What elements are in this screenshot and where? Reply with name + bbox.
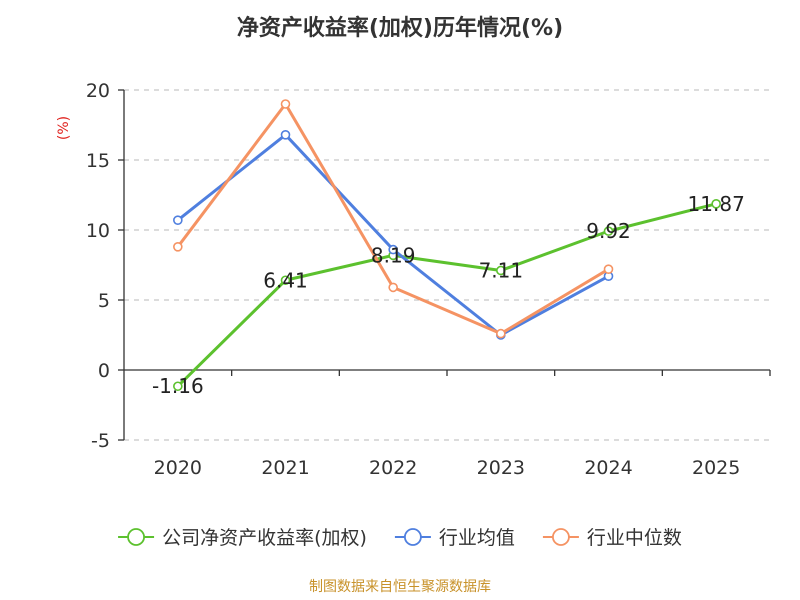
x-tick-label: 2024 bbox=[584, 457, 632, 479]
series-line bbox=[176, 102, 610, 336]
legend-circle-marker bbox=[127, 528, 145, 546]
x-tick-label: 2020 bbox=[154, 457, 202, 479]
series-2 bbox=[173, 99, 614, 339]
legend-circle-marker bbox=[403, 528, 422, 546]
x-tick-label: 2025 bbox=[692, 457, 740, 479]
data-point bbox=[280, 99, 291, 109]
y-tick-label: 5 bbox=[98, 290, 110, 312]
data-point bbox=[388, 282, 398, 293]
data-point bbox=[496, 328, 506, 339]
data-labels: -1.16 6.41 8.19 7.11 9.92 11.87 bbox=[152, 192, 745, 398]
series-0 bbox=[173, 199, 721, 392]
data-point bbox=[280, 130, 291, 140]
legend: 公司净资产收益率(加权) 行业均值 行业中位数 bbox=[118, 527, 682, 549]
legend-item: 行业均值 bbox=[394, 527, 515, 549]
legend-item: 行业中位数 bbox=[542, 527, 682, 549]
x-tick-label: 2022 bbox=[369, 457, 417, 479]
data-label: 6.41 bbox=[263, 268, 308, 292]
data-point bbox=[711, 199, 721, 209]
data-point bbox=[173, 381, 183, 392]
data-point bbox=[173, 215, 183, 225]
x-tick-label: 2021 bbox=[261, 457, 309, 479]
data-label: 7.11 bbox=[479, 258, 524, 282]
data-point bbox=[173, 242, 183, 252]
x-tick-label: 2023 bbox=[477, 457, 525, 479]
data-source-note: 制图数据来自恒生聚源数据库 bbox=[309, 579, 491, 595]
data-label: 8.19 bbox=[371, 243, 416, 267]
series-line bbox=[176, 133, 610, 337]
grid-lines bbox=[124, 89, 770, 441]
y-axis-unit-label: (%) bbox=[56, 116, 72, 140]
data-point bbox=[603, 264, 614, 275]
data-point bbox=[603, 226, 614, 236]
y-tick-label: 15 bbox=[86, 150, 110, 172]
series-line bbox=[176, 202, 717, 388]
data-label: 11.87 bbox=[688, 192, 745, 216]
y-tick-label: 20 bbox=[86, 80, 110, 102]
legend-label: 公司净资产收益率(加权) bbox=[162, 527, 367, 549]
data-point bbox=[388, 244, 398, 255]
data-point bbox=[496, 265, 506, 276]
legend-label: 行业中位数 bbox=[587, 527, 682, 549]
series-lines bbox=[173, 99, 721, 392]
data-point bbox=[280, 275, 291, 286]
data-label: 9.92 bbox=[586, 219, 631, 243]
legend-item: 公司净资产收益率(加权) bbox=[118, 527, 367, 549]
legend-circle-marker bbox=[552, 528, 570, 546]
y-tick-label: 0 bbox=[98, 360, 110, 382]
y-tick-label: -5 bbox=[91, 430, 110, 452]
data-label: -1.16 bbox=[152, 374, 204, 398]
chart-title: 净资产收益率(加权)历年情况(%) bbox=[237, 15, 563, 41]
y-tick-label: 10 bbox=[86, 220, 110, 242]
legend-label: 行业均值 bbox=[439, 527, 515, 549]
